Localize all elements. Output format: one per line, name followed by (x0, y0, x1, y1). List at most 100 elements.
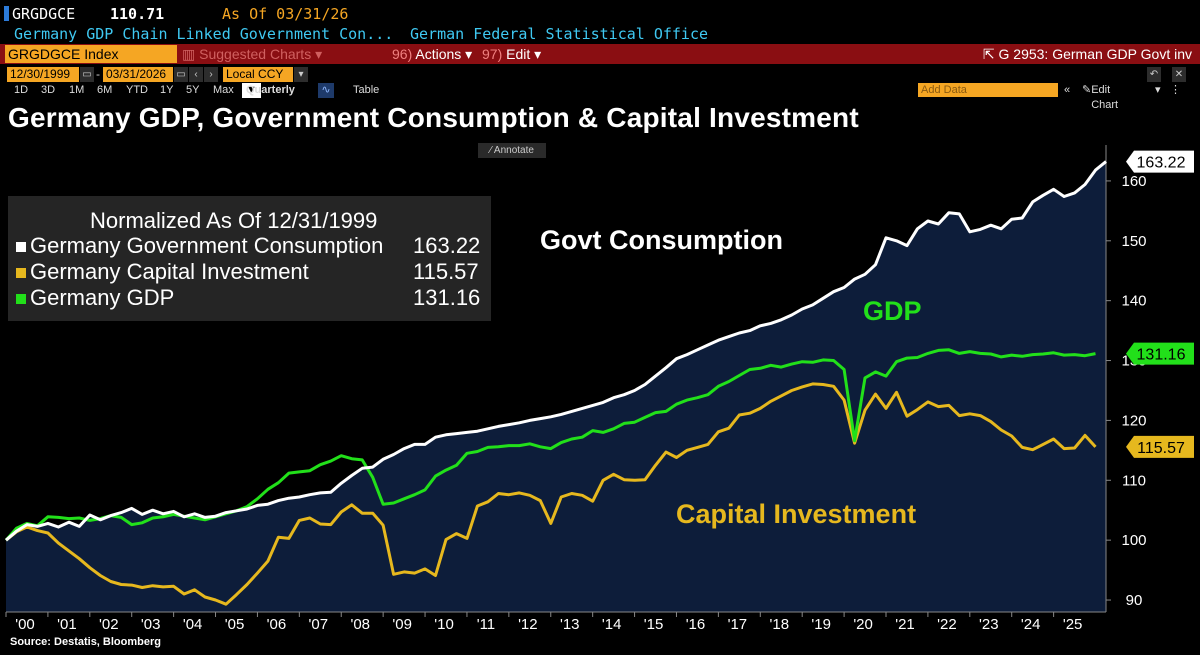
govt-last-value-tag: 163.22 (1126, 150, 1194, 173)
external-link-icon: ⇱ (982, 46, 999, 62)
undo-icon[interactable]: ↶ (1147, 67, 1161, 82)
x-tick-label: '19 (811, 616, 831, 633)
x-tick-label: '21 (895, 616, 915, 633)
end-date-field[interactable]: 03/31/2026 (103, 67, 173, 82)
start-date-field[interactable]: 12/30/1999 (7, 67, 79, 82)
legend: Normalized As Of 12/31/1999 Germany Gove… (8, 196, 491, 321)
last-value-tag-shape (1126, 342, 1194, 365)
actions-menu[interactable]: 96) Actions ▾ (392, 46, 473, 62)
last-value-tag-shape (1126, 150, 1194, 173)
calendar-icon[interactable]: ▭ (174, 67, 188, 82)
legend-label: Germany Government Consumption (30, 233, 384, 258)
command-bar: GRGDGCE Index ▥ Suggested Charts ▾ 96) A… (0, 44, 1200, 64)
legend-item-govt[interactable]: Germany Government Consumption 163.22 (16, 233, 480, 259)
y-tick-label: 110 (1122, 472, 1146, 489)
data-source-name: German Federal Statistical Office (410, 25, 709, 43)
x-tick-label: '03 (141, 616, 161, 633)
next-period-icon[interactable]: › (204, 67, 218, 82)
collapse-icon[interactable]: « (1064, 84, 1071, 96)
date-range-row: 12/30/1999 ▭ - 03/31/2026 ▭ ‹ › Local CC… (0, 66, 1200, 83)
range-ytd[interactable]: YTD (126, 84, 148, 96)
legend-value: 131.16 (413, 285, 481, 310)
more-icon[interactable]: ⋮ (1170, 84, 1181, 96)
legend-label: Germany Capital Investment (30, 259, 309, 284)
x-tick-label: '08 (350, 616, 370, 633)
frequency-select[interactable]: Quarterly ▼ (242, 83, 295, 98)
range-3d[interactable]: 3D (41, 84, 56, 96)
table-button[interactable]: Table (353, 84, 380, 96)
x-tick-label: '17 (728, 616, 748, 633)
x-tick-label: '22 (937, 616, 957, 633)
legend-value: 163.22 (413, 233, 481, 258)
line-chart-icon[interactable]: ∿ (318, 83, 334, 98)
edit-chart-label: Edit Chart (1091, 84, 1119, 111)
settings-icon[interactable]: ▾ (1155, 84, 1161, 96)
menu-number-icon: 97) (482, 46, 503, 62)
y-tick-label: 120 (1121, 412, 1146, 429)
x-tick-label: '15 (644, 616, 664, 633)
calendar-icon[interactable]: ▭ (80, 67, 94, 82)
range-1d[interactable]: 1D (14, 84, 29, 96)
edit-label: Edit (506, 46, 531, 62)
govt-callout: Govt Consumption (540, 225, 783, 255)
edit-chart-button[interactable]: ✎ Edit Chart (1082, 84, 1119, 111)
range-dash: - (96, 67, 100, 81)
x-tick-label: '14 (602, 616, 622, 633)
x-tick-label: '06 (267, 616, 287, 633)
range-5y[interactable]: 5Y (186, 84, 200, 96)
currency-select[interactable]: Local CCY (223, 67, 293, 82)
x-tick-label: '16 (686, 616, 706, 633)
ticker-label[interactable]: GRGDGCE (12, 5, 76, 23)
edit-menu[interactable]: 97) Edit ▾ (482, 46, 542, 62)
legend-swatch (16, 242, 26, 253)
range-max[interactable]: Max (213, 84, 234, 96)
x-tick-label: '10 (434, 616, 454, 633)
chart-name-link[interactable]: ⇱ G 2953: German GDP Govt inv (983, 45, 1192, 63)
annotate-label: Annotate (493, 145, 534, 156)
legend-label: Germany GDP (30, 285, 175, 310)
series-layer (4, 160, 1107, 606)
legend-item-gdp[interactable]: Germany GDP 131.16 (16, 285, 480, 311)
x-tick-label: '07 (309, 616, 329, 633)
security-marker (4, 6, 9, 21)
prev-period-icon[interactable]: ‹ (189, 67, 203, 82)
security-header: GRGDGCE 110.71 As Of 03/31/26 (0, 0, 1200, 26)
annotate-button[interactable]: ⁄ Annotate (478, 143, 546, 158)
chart-name: G 2953: German GDP Govt inv (998, 46, 1193, 62)
legend-swatch (16, 294, 26, 305)
range-1y[interactable]: 1Y (160, 84, 174, 96)
last-value-tag-text: 115.57 (1137, 440, 1185, 457)
close-icon[interactable]: ✕ (1172, 67, 1186, 82)
x-tick-label: '18 (770, 616, 790, 633)
area-fill-layer (6, 161, 1106, 612)
last-value-labels: 163.22 115.57 131.16 (1126, 150, 1194, 458)
range-1m[interactable]: 1M (69, 84, 85, 96)
security-description: Germany GDP Chain Linked Government Con.… (14, 25, 394, 43)
capital-callout: Capital Investment (676, 499, 917, 529)
range-toolbar: 1D 3D 1M 6M YTD 1Y 5Y Max Quarterly ▼ ∿ … (0, 83, 1200, 111)
x-tick-label: '23 (979, 616, 999, 633)
x-tick-label: '12 (518, 616, 538, 633)
last-value: 110.71 (110, 5, 165, 23)
frequency-label: Quarterly (246, 84, 295, 96)
x-tick-label: '01 (57, 616, 77, 633)
suggested-charts-label: Suggested Charts (199, 46, 312, 62)
add-data-input[interactable]: Add Data (918, 83, 1058, 97)
range-6m[interactable]: 6M (97, 84, 113, 96)
chart-title: Germany GDP, Government Consumption & Ca… (8, 102, 859, 133)
index-field[interactable]: GRGDGCE Index (5, 45, 177, 63)
y-tick-label: 100 (1121, 532, 1146, 549)
x-tick-label: '13 (560, 616, 580, 633)
legend-swatch (16, 268, 26, 279)
last-value-tag-text: 131.16 (1137, 347, 1186, 364)
suggested-charts-menu[interactable]: ▥ Suggested Charts ▾ (182, 46, 323, 62)
chevron-down-icon[interactable]: ▾ (294, 67, 308, 82)
x-tick-label: '05 (225, 616, 245, 633)
as-of-date: As Of 03/31/26 (222, 5, 349, 23)
legend-title: Normalized As Of 12/31/1999 (90, 208, 378, 233)
last-value-tag-text: 163.22 (1137, 155, 1186, 172)
x-tick-label: '02 (99, 616, 119, 633)
legend-item-capital[interactable]: Germany Capital Investment 115.57 (16, 259, 479, 285)
x-tick-label: '09 (392, 616, 412, 633)
